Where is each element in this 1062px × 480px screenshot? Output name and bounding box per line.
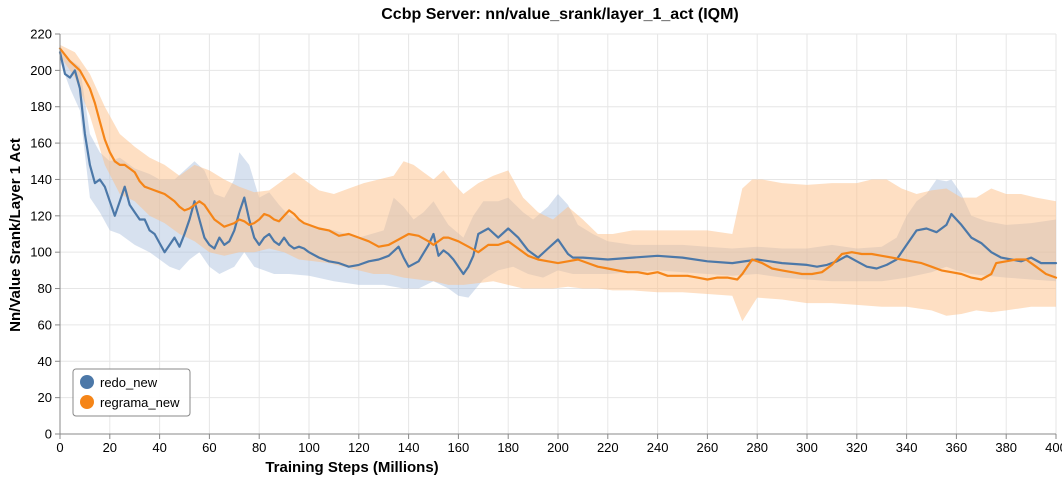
x-tick-label: 340 xyxy=(896,440,918,455)
axes: 0 20 40 60 80 100 120 140 160 180 200 220 240 260 280 3… xyxy=(30,27,1062,456)
legend-box xyxy=(72,368,191,417)
y-tick-label: 100 xyxy=(30,245,52,260)
x-tick-label: 240 xyxy=(647,440,669,455)
y-tick-label: 40 xyxy=(38,354,52,369)
x-tick-label: 0 xyxy=(56,440,63,455)
x-tick-label: 220 xyxy=(597,440,619,455)
chart-title: Ccbp Server: nn/value_srank/layer_1_act … xyxy=(381,6,739,23)
y-tick-label: 160 xyxy=(30,136,52,151)
x-tick-label: 40 xyxy=(152,440,166,455)
series-lines xyxy=(58,47,1058,281)
legend: redo_new regrama_new xyxy=(72,368,191,417)
x-tick-label: 80 xyxy=(252,440,266,455)
y-tick-label: 140 xyxy=(30,172,52,187)
x-tick-label: 60 xyxy=(202,440,216,455)
legend-label-regrama-new: regrama_new xyxy=(100,395,180,410)
y-tick-label: 200 xyxy=(30,63,52,78)
line-regrama-new xyxy=(58,47,1058,281)
x-axis-title: Training Steps (Millions) xyxy=(265,459,438,476)
x-tick-label: 20 xyxy=(103,440,117,455)
x-tick-label: 280 xyxy=(746,440,768,455)
y-tick-label: 180 xyxy=(30,99,52,114)
x-tick-label: 400 xyxy=(1045,440,1062,455)
y-tick-label: 120 xyxy=(30,208,52,223)
y-tick-label: 220 xyxy=(30,27,52,42)
x-tick-label: 300 xyxy=(796,440,818,455)
x-tick-label: 360 xyxy=(946,440,968,455)
x-tick-label: 140 xyxy=(398,440,420,455)
x-tick-label: 120 xyxy=(348,440,370,455)
x-tick-label: 160 xyxy=(448,440,470,455)
legend-swatch-redo-new xyxy=(80,375,94,389)
y-tick-label: 0 xyxy=(45,427,52,442)
x-tick-label: 180 xyxy=(497,440,519,455)
legend-swatch-regrama-new xyxy=(80,395,94,409)
line-redo-new xyxy=(58,51,1058,276)
y-tick-label: 80 xyxy=(38,281,52,296)
y-axis-title: Nn/Value Srank/Layer 1 Act xyxy=(7,138,24,332)
y-tick-label: 60 xyxy=(38,317,52,332)
x-tick-label: 100 xyxy=(298,440,320,455)
y-tick-label: 20 xyxy=(38,390,52,405)
x-tick-label: 380 xyxy=(995,440,1017,455)
legend-label-redo-new: redo_new xyxy=(100,375,158,390)
x-tick-label: 260 xyxy=(697,440,719,455)
x-tick-label: 320 xyxy=(846,440,868,455)
x-tick-label: 200 xyxy=(547,440,569,455)
